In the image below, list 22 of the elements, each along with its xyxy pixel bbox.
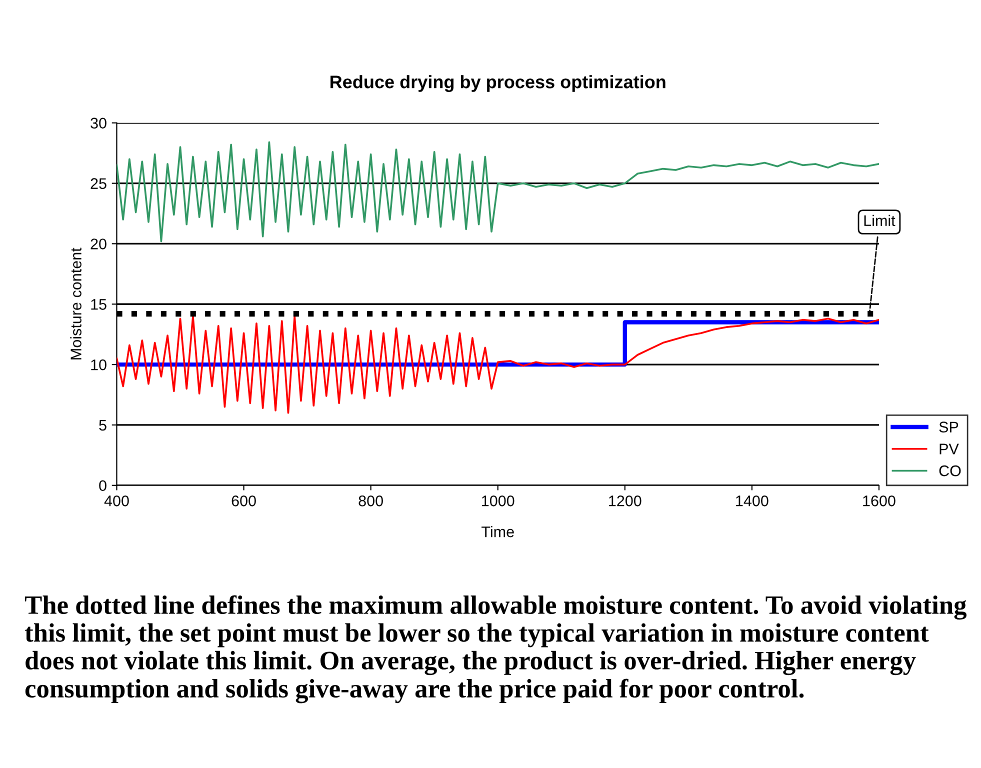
x-tick-label: 1400 (736, 496, 768, 506)
x-tick-label: 400 (104, 496, 129, 506)
y-tick-label: 10 (91, 359, 106, 370)
ref-line-label: Limit (864, 214, 896, 226)
x-tick-label: 600 (232, 496, 256, 506)
x-tick-label: 1200 (609, 496, 642, 506)
y-tick-label: 15 (91, 299, 106, 310)
y-tick-label: 0 (99, 480, 106, 492)
y-tick-label: 20 (90, 238, 106, 250)
x-tick-label: 1000 (482, 496, 514, 506)
legend-label: SP (939, 422, 958, 432)
x-axis-title: Time (482, 526, 514, 538)
x-tick-label: 800 (358, 496, 383, 506)
text: The dotted line defines the maximum allowable moisture content. To avoid violating this limit, the set point must be lower so the typical variation in moisture content does not violate this limit. On average, the product is over-dried. Higher energy consumption and solids give-away are the price paid for poor control. (24, 595, 967, 704)
chart-title: Reduce drying by process optimization (330, 75, 666, 92)
y-tick-label: 30 (90, 118, 106, 129)
y-axis-title: Moisture content (70, 248, 82, 360)
legend-label: CO (939, 465, 961, 476)
x-tick-label: 1600 (863, 496, 896, 506)
y-tick-label: 25 (90, 178, 106, 189)
legend-label: PV (940, 444, 959, 454)
y-tick-label: 5 (99, 420, 106, 431)
